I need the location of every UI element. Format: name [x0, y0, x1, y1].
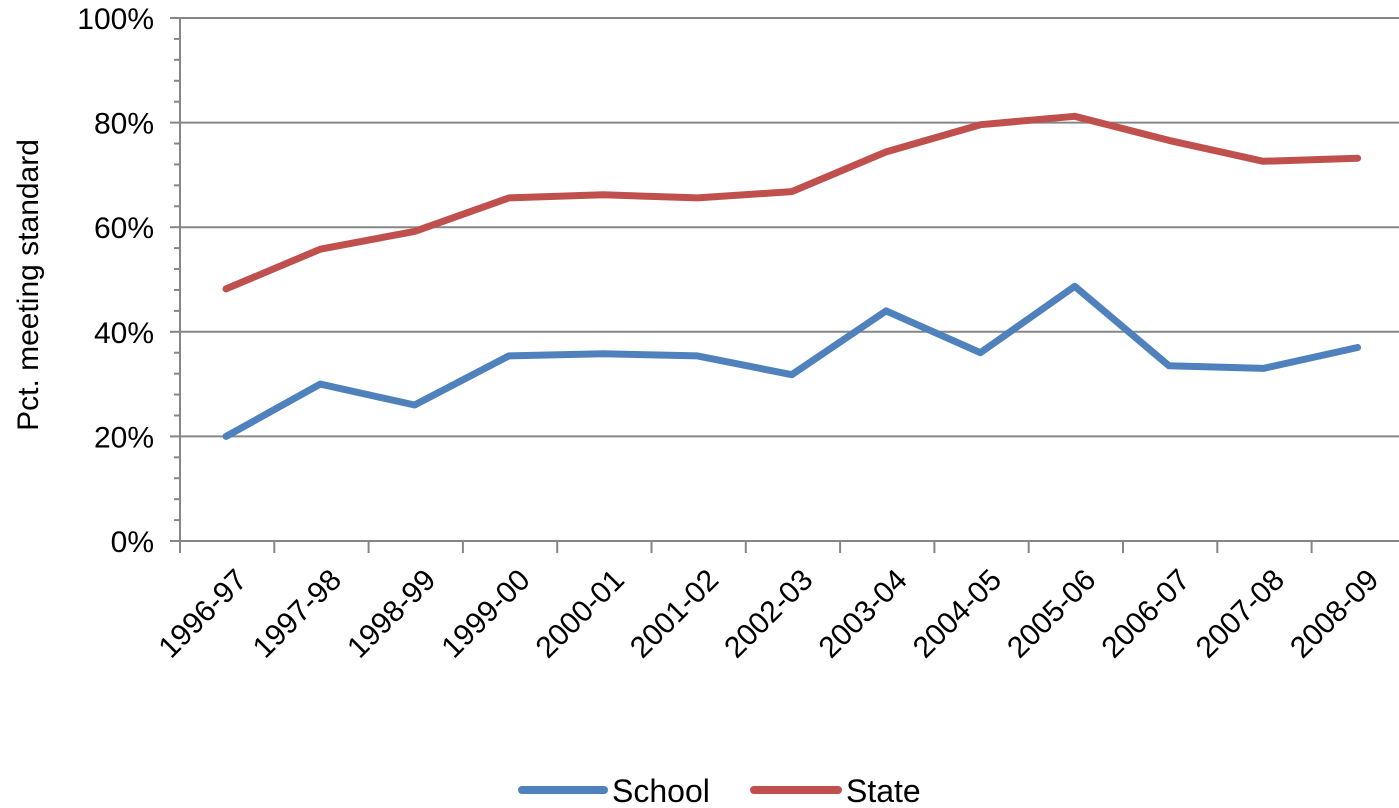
- y-axis-label: Pct. meeting standard: [12, 139, 45, 431]
- gridlines: [180, 17, 1399, 438]
- x-tick-label: 2008-09: [1284, 563, 1385, 664]
- x-tick-label: 1999-00: [435, 563, 536, 664]
- x-tick-label: 1997-98: [247, 563, 348, 664]
- series-line-state: [222, 112, 1362, 293]
- x-tick-label: 2007-08: [1190, 563, 1291, 664]
- y-tick-label: 60%: [94, 212, 154, 245]
- x-tick-label: 2001-02: [624, 563, 725, 664]
- x-tick-label: 2005-06: [1001, 563, 1102, 664]
- x-tick-label: 1998-99: [341, 563, 442, 664]
- legend: School State: [518, 773, 921, 808]
- x-tick-label: 2002-03: [718, 563, 819, 664]
- x-tick-label: 2000-01: [530, 563, 631, 664]
- y-tick-label: 80%: [94, 108, 154, 141]
- y-tick-label: 40%: [94, 317, 154, 350]
- series-line-school: [222, 282, 1362, 440]
- x-tick-label: 2006-07: [1095, 563, 1196, 664]
- y-tick-label: 20%: [94, 421, 154, 454]
- y-tick-label: 100%: [77, 3, 154, 36]
- legend-label-state: State: [846, 773, 921, 808]
- x-tick-label: 1996-97: [152, 563, 253, 664]
- series-lines: [222, 112, 1362, 440]
- y-ticks: 0% 20% 40% 60% 80% 100%: [77, 3, 180, 559]
- y-tick-label: 0%: [111, 526, 154, 559]
- x-ticks: 1996-971997-981998-991999-002000-012001-…: [152, 541, 1385, 665]
- x-tick-label: 2004-05: [907, 563, 1008, 664]
- axes: [179, 18, 1399, 542]
- x-tick-label: 2003-04: [813, 563, 914, 664]
- legend-label-school: School: [612, 773, 710, 808]
